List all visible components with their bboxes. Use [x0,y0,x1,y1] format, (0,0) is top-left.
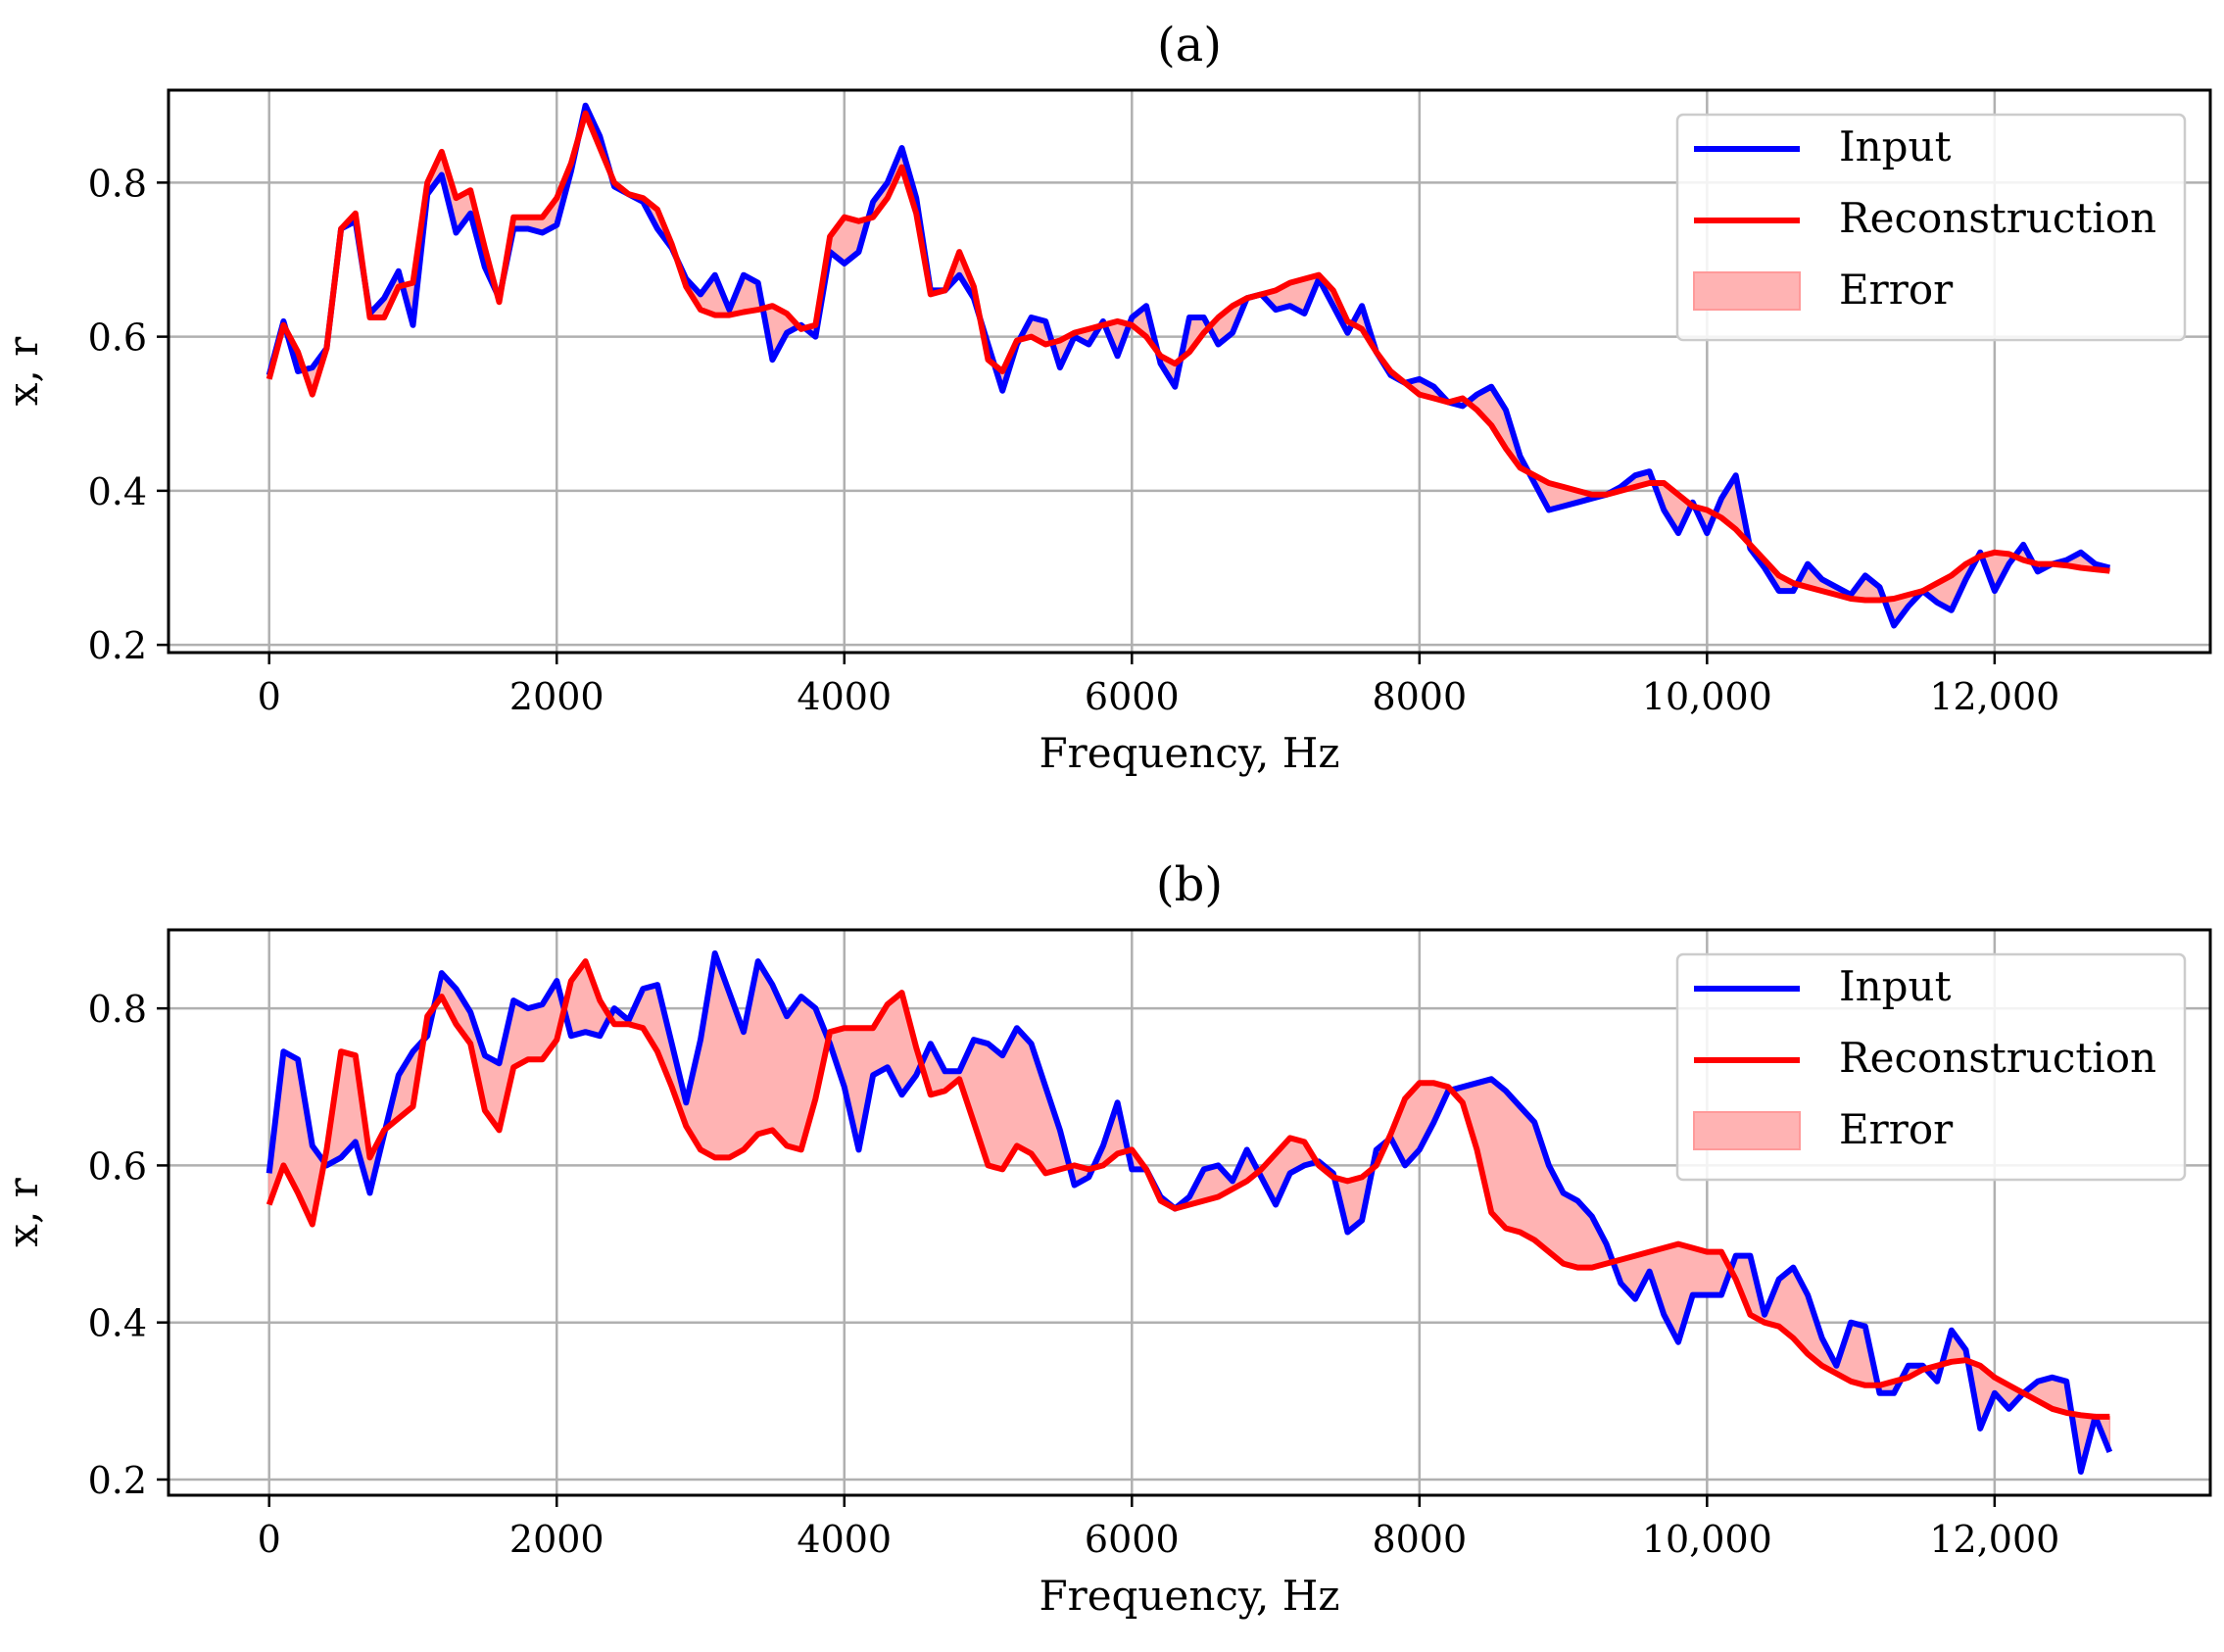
x-tick-label: 0 [258,675,281,718]
y-axis-label: x, r [0,1177,47,1246]
reconstruction-series-line [266,958,2110,1420]
legend-box [1675,113,2187,342]
x-tick-label: 8000 [1372,675,1467,718]
legend-label: Error [1839,266,1954,314]
reconstruction-series-line [266,110,2110,604]
y-tick-label: 0.6 [88,316,147,360]
x-tick-label: 12,000 [1929,675,2059,718]
legend-label: Reconstruction [1839,194,2156,242]
x-tick-label: 10,000 [1642,675,1772,718]
y-tick-label: 0.4 [88,470,147,513]
chart-panel-a: 0 2000 4000 6000 8000 10,000 12,000 0.2 0.4 0.6 0.… [0,18,2212,777]
x-axis-label: Frequency, Hz [1039,729,1339,777]
y-tick-label: 0.2 [88,624,147,667]
input-series-line [266,950,2113,1475]
legend: Input Reconstruction Error [1675,952,2187,1182]
y-axis-label: x, r [0,336,47,406]
legend-label: Error [1839,1105,1954,1153]
x-tick-label: 8000 [1372,1518,1467,1561]
y-tick-label: 0.8 [88,162,147,205]
plot-area [266,950,2113,1475]
x-tick-label: 4000 [797,675,892,718]
y-tick-label: 0.2 [88,1459,147,1502]
x-tick-label: 6000 [1085,1518,1180,1561]
plot-area [266,102,2111,629]
x-tick-label: 2000 [509,1518,604,1561]
x-tick-label: 10,000 [1642,1518,1772,1561]
legend: Input Reconstruction Error [1675,113,2187,342]
x-axis-label: Frequency, Hz [1039,1572,1339,1620]
y-tick-label: 0.6 [88,1144,147,1188]
x-tick-label: 2000 [509,675,604,718]
legend-label: Reconstruction [1839,1034,2156,1082]
y-tick-label: 0.4 [88,1302,147,1345]
legend-error-swatch [1693,1111,1801,1150]
legend-label: Input [1839,962,1952,1010]
x-tick-label: 4000 [797,1518,892,1561]
plot-frame [167,88,2212,655]
chart-panel-b: 0 2000 4000 6000 8000 10,000 12,000 0.2 0.4 0.6 0.… [0,857,2212,1620]
x-tick-label: 12,000 [1929,1518,2059,1561]
legend-label: Input [1839,122,1952,170]
x-tick-label: 6000 [1085,675,1180,718]
panel-title: (a) [1157,18,1222,73]
y-tick-label: 0.8 [88,988,147,1031]
x-tick-label: 0 [258,1518,281,1561]
panel-title: (b) [1156,857,1223,912]
legend-error-swatch [1693,271,1801,311]
plot-frame [167,928,2212,1497]
legend-box [1675,952,2187,1182]
